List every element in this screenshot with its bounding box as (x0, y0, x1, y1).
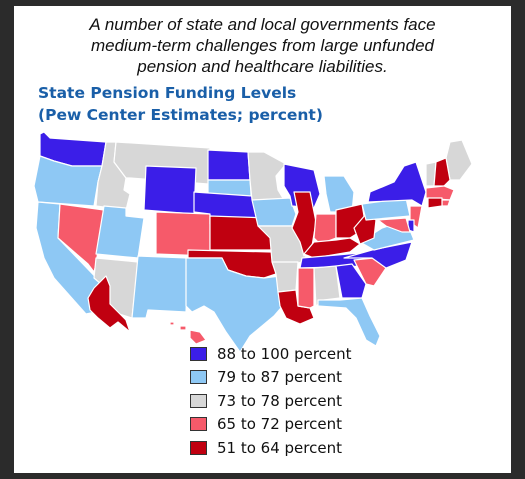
map-title-line-1: State Pension Funding Levels (38, 84, 297, 102)
legend-item: 88 to 100 percent (190, 342, 352, 366)
state-md (377, 217, 411, 233)
state-nh (433, 157, 451, 187)
state-tx (185, 257, 287, 353)
state-ia (251, 197, 297, 227)
state-ma (425, 185, 455, 201)
map-title-line-2: (Pew Center Estimates; percent) (38, 106, 323, 124)
states-group (33, 131, 473, 353)
legend-swatch (190, 346, 207, 361)
legend-label: 73 to 78 percent (217, 391, 342, 410)
caption-line-2: medium-term challenges from large unfund… (90, 36, 434, 55)
legend-item: 79 to 87 percent (190, 366, 352, 390)
legend-swatch (190, 393, 207, 408)
legend-swatch (190, 370, 207, 385)
legend-item: 51 to 64 percent (190, 436, 352, 460)
us-choropleth-map (33, 131, 473, 353)
state-ri (441, 199, 451, 207)
state-hi-oahu (169, 321, 175, 326)
legend: 88 to 100 percent 79 to 87 percent 73 to… (190, 342, 352, 460)
legend-swatch (190, 417, 207, 432)
state-me (445, 139, 473, 181)
figure-panel: A number of state and local governments … (14, 6, 511, 473)
state-fl (317, 297, 381, 347)
map-title: State Pension Funding Levels (Pew Center… (38, 82, 323, 126)
state-ak (87, 275, 131, 333)
state-hi-big (189, 329, 207, 345)
legend-item: 65 to 72 percent (190, 413, 352, 437)
state-ga (335, 263, 367, 299)
state-ms (297, 267, 315, 309)
state-nm (131, 255, 189, 319)
caption-line-1: A number of state and local governments … (89, 15, 436, 34)
state-nd (207, 149, 251, 181)
legend-label: 51 to 64 percent (217, 438, 342, 457)
state-il (291, 191, 317, 257)
caption-line-3: pension and healthcare liabilities. (137, 57, 388, 76)
state-ct (427, 197, 443, 209)
state-in (313, 213, 337, 245)
state-nc (343, 241, 413, 269)
state-ut (95, 205, 145, 259)
caption: A number of state and local governments … (14, 14, 511, 77)
state-mn (247, 151, 287, 201)
legend-label: 88 to 100 percent (217, 344, 352, 363)
legend-label: 79 to 87 percent (217, 368, 342, 387)
legend-item: 73 to 78 percent (190, 389, 352, 413)
state-wv (353, 213, 377, 245)
state-al (313, 265, 341, 307)
state-wy (143, 165, 197, 215)
legend-swatch (190, 440, 207, 455)
state-ny (367, 161, 427, 207)
state-la (277, 289, 315, 325)
state-hi-maui (179, 325, 187, 331)
legend-label: 65 to 72 percent (217, 415, 342, 434)
state-co (155, 211, 211, 257)
